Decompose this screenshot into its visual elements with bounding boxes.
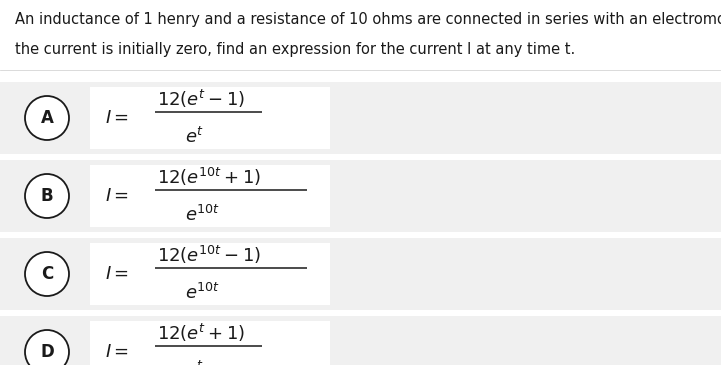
Text: C: C <box>41 265 53 283</box>
Text: $12(e^{t}+1)$: $12(e^{t}+1)$ <box>157 322 245 344</box>
FancyBboxPatch shape <box>0 82 721 154</box>
Circle shape <box>25 174 69 218</box>
Text: $I=$: $I=$ <box>105 109 129 127</box>
FancyBboxPatch shape <box>0 160 721 232</box>
Text: $12(e^{10t}+1)$: $12(e^{10t}+1)$ <box>157 166 261 188</box>
Circle shape <box>25 96 69 140</box>
Text: An inductance of 1 henry and a resistance of 10 ohms are connected in series wit: An inductance of 1 henry and a resistanc… <box>15 12 721 27</box>
FancyBboxPatch shape <box>90 165 330 227</box>
Text: $I=$: $I=$ <box>105 265 129 283</box>
Text: B: B <box>40 187 53 205</box>
Text: $e^{10t}$: $e^{10t}$ <box>185 283 221 303</box>
Text: $e^{t}$: $e^{t}$ <box>185 361 204 365</box>
Text: $I=$: $I=$ <box>105 187 129 205</box>
Text: $12(e^{t}-1)$: $12(e^{t}-1)$ <box>157 88 245 110</box>
Circle shape <box>25 252 69 296</box>
Text: A: A <box>40 109 53 127</box>
FancyBboxPatch shape <box>90 243 330 305</box>
Text: D: D <box>40 343 54 361</box>
Text: $12(e^{10t}-1)$: $12(e^{10t}-1)$ <box>157 244 261 266</box>
FancyBboxPatch shape <box>0 238 721 310</box>
FancyBboxPatch shape <box>90 87 330 149</box>
Text: the current is initially zero, find an expression for the current I at any time : the current is initially zero, find an e… <box>15 42 575 57</box>
FancyBboxPatch shape <box>0 316 721 365</box>
Text: $e^{t}$: $e^{t}$ <box>185 127 204 147</box>
Text: $e^{10t}$: $e^{10t}$ <box>185 205 221 225</box>
Circle shape <box>25 330 69 365</box>
FancyBboxPatch shape <box>90 321 330 365</box>
Text: $I=$: $I=$ <box>105 343 129 361</box>
